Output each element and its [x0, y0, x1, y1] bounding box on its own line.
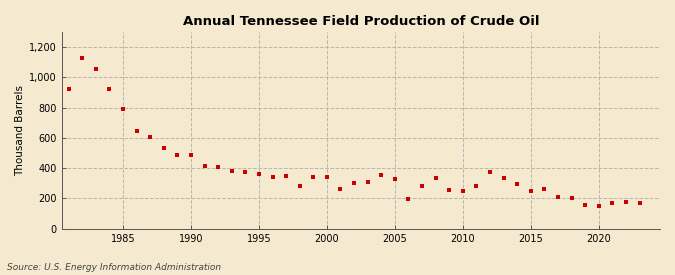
- Point: [159, 146, 169, 151]
- Point: [430, 176, 441, 180]
- Title: Annual Tennessee Field Production of Crude Oil: Annual Tennessee Field Production of Cru…: [183, 15, 539, 28]
- Point: [539, 186, 550, 191]
- Point: [117, 107, 128, 111]
- Point: [77, 56, 88, 60]
- Point: [308, 175, 319, 179]
- Point: [376, 173, 387, 177]
- Point: [444, 188, 455, 192]
- Point: [90, 67, 101, 71]
- Y-axis label: Thousand Barrels: Thousand Barrels: [15, 85, 25, 176]
- Point: [634, 201, 645, 205]
- Point: [593, 204, 604, 208]
- Point: [335, 186, 346, 191]
- Point: [362, 180, 373, 185]
- Point: [131, 129, 142, 133]
- Point: [389, 177, 400, 181]
- Point: [485, 170, 495, 174]
- Point: [512, 182, 522, 186]
- Point: [281, 174, 292, 179]
- Point: [226, 169, 237, 173]
- Point: [498, 176, 509, 180]
- Point: [403, 197, 414, 201]
- Point: [63, 87, 74, 92]
- Point: [240, 170, 250, 174]
- Point: [321, 175, 332, 179]
- Text: Source: U.S. Energy Information Administration: Source: U.S. Energy Information Administ…: [7, 263, 221, 272]
- Point: [199, 164, 210, 168]
- Point: [267, 175, 278, 179]
- Point: [104, 87, 115, 92]
- Point: [294, 183, 305, 188]
- Point: [580, 203, 591, 207]
- Point: [607, 201, 618, 205]
- Point: [471, 183, 482, 188]
- Point: [213, 164, 223, 169]
- Point: [525, 189, 536, 193]
- Point: [566, 196, 577, 200]
- Point: [172, 153, 183, 158]
- Point: [144, 135, 155, 139]
- Point: [349, 181, 360, 185]
- Point: [254, 172, 265, 176]
- Point: [620, 200, 631, 204]
- Point: [458, 189, 468, 193]
- Point: [186, 152, 196, 157]
- Point: [553, 195, 564, 199]
- Point: [416, 184, 427, 188]
